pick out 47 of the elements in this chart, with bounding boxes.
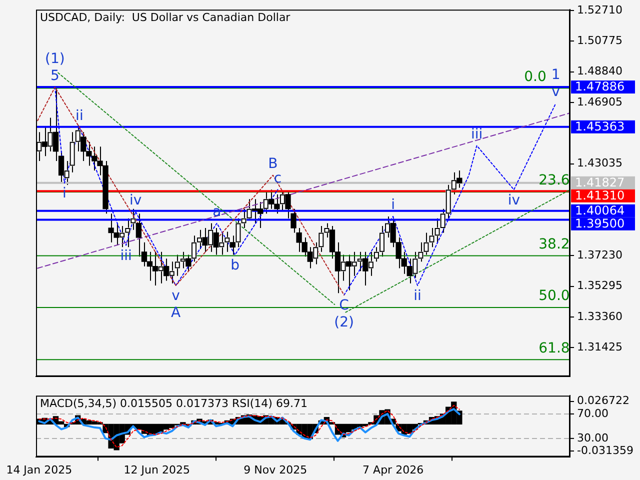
- annotation: i: [391, 197, 395, 214]
- y-tick-label: 1.50775: [577, 34, 622, 48]
- x-tick-label: 7 Apr 2026: [362, 463, 424, 476]
- annotation: B: [268, 156, 278, 172]
- y-tick-label: 1.33360: [577, 310, 622, 323]
- ref-line-label: 1.45363: [575, 120, 625, 134]
- annotation: 0.0: [524, 68, 546, 85]
- annotation: A: [171, 305, 182, 322]
- y-tick-label: -0.031359: [577, 444, 634, 457]
- annotation: (2): [334, 314, 354, 331]
- annotation: iv: [508, 192, 520, 208]
- annotation: 61.8: [538, 340, 570, 356]
- annotation: 50.0: [538, 288, 570, 304]
- y-tick-label: 0.026722: [577, 394, 630, 408]
- annotation: 5: [50, 68, 60, 84]
- x-tick-label: 9 Nov 2025: [244, 463, 308, 476]
- annotation: MACD(5,34,5) 0.015505 0.017373 RSI(14) 69.71: [40, 396, 308, 410]
- annotation: v: [172, 288, 180, 304]
- ref-line-label: 1.39500: [575, 216, 625, 230]
- annotation: b: [230, 257, 240, 274]
- ref-line-label: 1.40064: [575, 203, 625, 218]
- ref-line-label: 1.47886: [575, 80, 625, 94]
- y2-tick-label: 30.00: [577, 431, 608, 444]
- annotation: (1): [45, 50, 65, 67]
- x-tick-label: 12 Jun 2025: [124, 463, 190, 476]
- annotation: ii: [414, 288, 422, 304]
- annotation: ii: [76, 108, 84, 124]
- annotation: 23.6: [538, 172, 570, 189]
- y-tick-label: 1.35295: [577, 279, 622, 292]
- y-tick-label: 1.43035: [577, 156, 622, 170]
- annotation: iv: [129, 192, 142, 208]
- y-tick-label: 1.31425: [577, 340, 622, 354]
- ref-line-label: 1.41310: [575, 188, 625, 203]
- annotation: v: [552, 84, 560, 100]
- annotation: i: [62, 186, 66, 202]
- ref-line-label: 1.41827: [575, 176, 625, 190]
- annotation: c: [274, 170, 282, 186]
- y-tick-label: 1.52710: [577, 3, 622, 16]
- y-tick-label: 1.46905: [577, 95, 622, 108]
- annotation: iii: [470, 126, 483, 142]
- y-tick-label: 1.48840: [577, 64, 622, 78]
- annotation: 1: [551, 67, 560, 83]
- y-tick-label: 1.37230: [577, 248, 622, 262]
- y2-tick-label: 70.00: [577, 406, 608, 420]
- x-tick-label: 14 Jan 2025: [6, 463, 72, 476]
- chart-title: USDCAD, Daily: US Dollar vs Canadian Dollar: [40, 10, 291, 24]
- annotation: 38.2: [538, 236, 570, 252]
